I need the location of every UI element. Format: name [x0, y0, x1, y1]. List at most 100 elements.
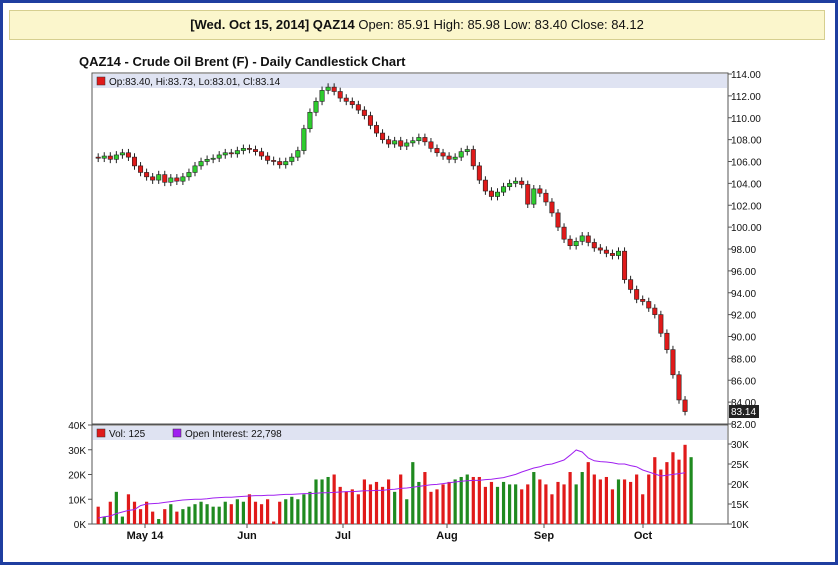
x-tick-label: May 14	[127, 530, 165, 542]
oi-tick-label: 20K	[731, 480, 749, 491]
candle-body	[622, 250, 628, 280]
candle-body	[664, 332, 670, 350]
candle-body	[265, 155, 271, 161]
candle-body	[658, 314, 664, 334]
candle-body	[198, 161, 204, 167]
volume-bar	[423, 472, 427, 524]
volume-bar	[689, 457, 693, 524]
candle-body	[150, 176, 156, 181]
candle-body	[259, 151, 265, 157]
volume-bar	[610, 489, 615, 524]
volume-bar	[314, 479, 318, 524]
price-tick-label: 94.00	[731, 289, 756, 300]
candle-body	[107, 155, 113, 160]
x-tick-label: Oct	[634, 530, 653, 542]
volume-bar	[259, 504, 264, 524]
volume-bar	[205, 504, 209, 524]
volume-bar	[356, 494, 360, 524]
volume-bar	[635, 474, 639, 524]
price-tick-label: 100.00	[731, 223, 762, 234]
candle-body	[119, 152, 125, 156]
candle-body	[95, 156, 101, 159]
candle-body	[337, 91, 343, 99]
volume-bar	[241, 501, 245, 524]
volume-bar	[532, 472, 536, 524]
candle-body	[488, 190, 494, 197]
x-tick-label: Aug	[436, 530, 457, 542]
volume-bar	[102, 516, 106, 524]
volume-legend-bar	[93, 426, 727, 440]
volume-bar	[441, 484, 445, 524]
price-tick-label: 90.00	[731, 333, 756, 344]
candle-body	[192, 165, 198, 173]
candle-body	[579, 235, 585, 242]
volume-bar	[108, 501, 112, 524]
candle-body	[549, 201, 555, 214]
volume-bar	[368, 484, 373, 524]
candle-body	[501, 186, 507, 193]
candle-body	[597, 247, 603, 251]
oi-legend-text: Open Interest: 22,798	[185, 429, 282, 440]
volume-bar	[272, 521, 276, 524]
x-tick-label: Jul	[335, 530, 351, 542]
candle-body	[482, 179, 488, 192]
price-tick-label: 84.00	[731, 398, 756, 409]
x-axis: May 14 Jun Jul Aug Sep Oct	[127, 524, 653, 542]
volume-bar	[338, 486, 342, 524]
oi-tick-label: 15K	[731, 500, 749, 511]
candle-body	[591, 242, 597, 249]
candle-body	[434, 148, 440, 154]
volume-bar	[193, 504, 197, 524]
candle-body	[428, 141, 434, 149]
volume-bar	[508, 484, 512, 524]
volume-bar	[411, 462, 415, 524]
candle-body	[404, 142, 410, 147]
candle-body	[355, 104, 361, 111]
volume-bar	[138, 509, 143, 524]
candle-body	[555, 212, 561, 228]
candle-body	[240, 148, 246, 151]
candle-body	[519, 180, 525, 185]
candle-body	[531, 188, 537, 205]
volume-bar	[435, 489, 439, 524]
quote-date: [Wed. Oct 15, 2014]	[190, 17, 310, 32]
candle-body	[132, 156, 138, 167]
volume-bar	[574, 484, 578, 524]
volume-bar	[169, 504, 173, 524]
candle-body	[307, 111, 313, 129]
volume-bar	[544, 484, 548, 524]
candle-body	[380, 132, 386, 140]
oi-tick-label: 10K	[731, 520, 749, 531]
candle-body	[138, 165, 144, 173]
price-legend-swatch	[96, 76, 106, 86]
candle-body	[634, 289, 640, 300]
candle-body	[640, 299, 646, 302]
candle-body	[210, 157, 216, 160]
volume-bar	[604, 476, 608, 524]
candle-body	[331, 86, 337, 92]
candle-body	[277, 161, 283, 166]
volume-bar	[387, 479, 391, 524]
price-tick-label: 102.00	[731, 201, 762, 212]
candle-body	[156, 174, 162, 181]
volume-bar	[132, 501, 137, 524]
candle-body	[313, 101, 319, 113]
candle-body	[216, 154, 222, 159]
oi-tick-label: 30K	[731, 440, 749, 451]
volume-bar	[344, 491, 348, 524]
candle-body	[422, 137, 428, 143]
price-tick-label: 88.00	[731, 354, 756, 365]
candle-body	[301, 128, 307, 151]
price-tick-label: 82.00	[731, 420, 756, 431]
volume-bar	[362, 479, 366, 524]
volume-bar	[568, 472, 572, 524]
candle-body	[464, 149, 470, 152]
price-tick-label: 112.00	[731, 92, 761, 103]
last-price-label: 83.14	[731, 407, 756, 418]
volume-bar	[253, 501, 258, 524]
volume-bar	[393, 491, 397, 524]
candle-body	[125, 152, 131, 158]
volume-bar	[629, 481, 633, 524]
volume-bar	[592, 474, 596, 524]
candle-body	[561, 226, 567, 240]
